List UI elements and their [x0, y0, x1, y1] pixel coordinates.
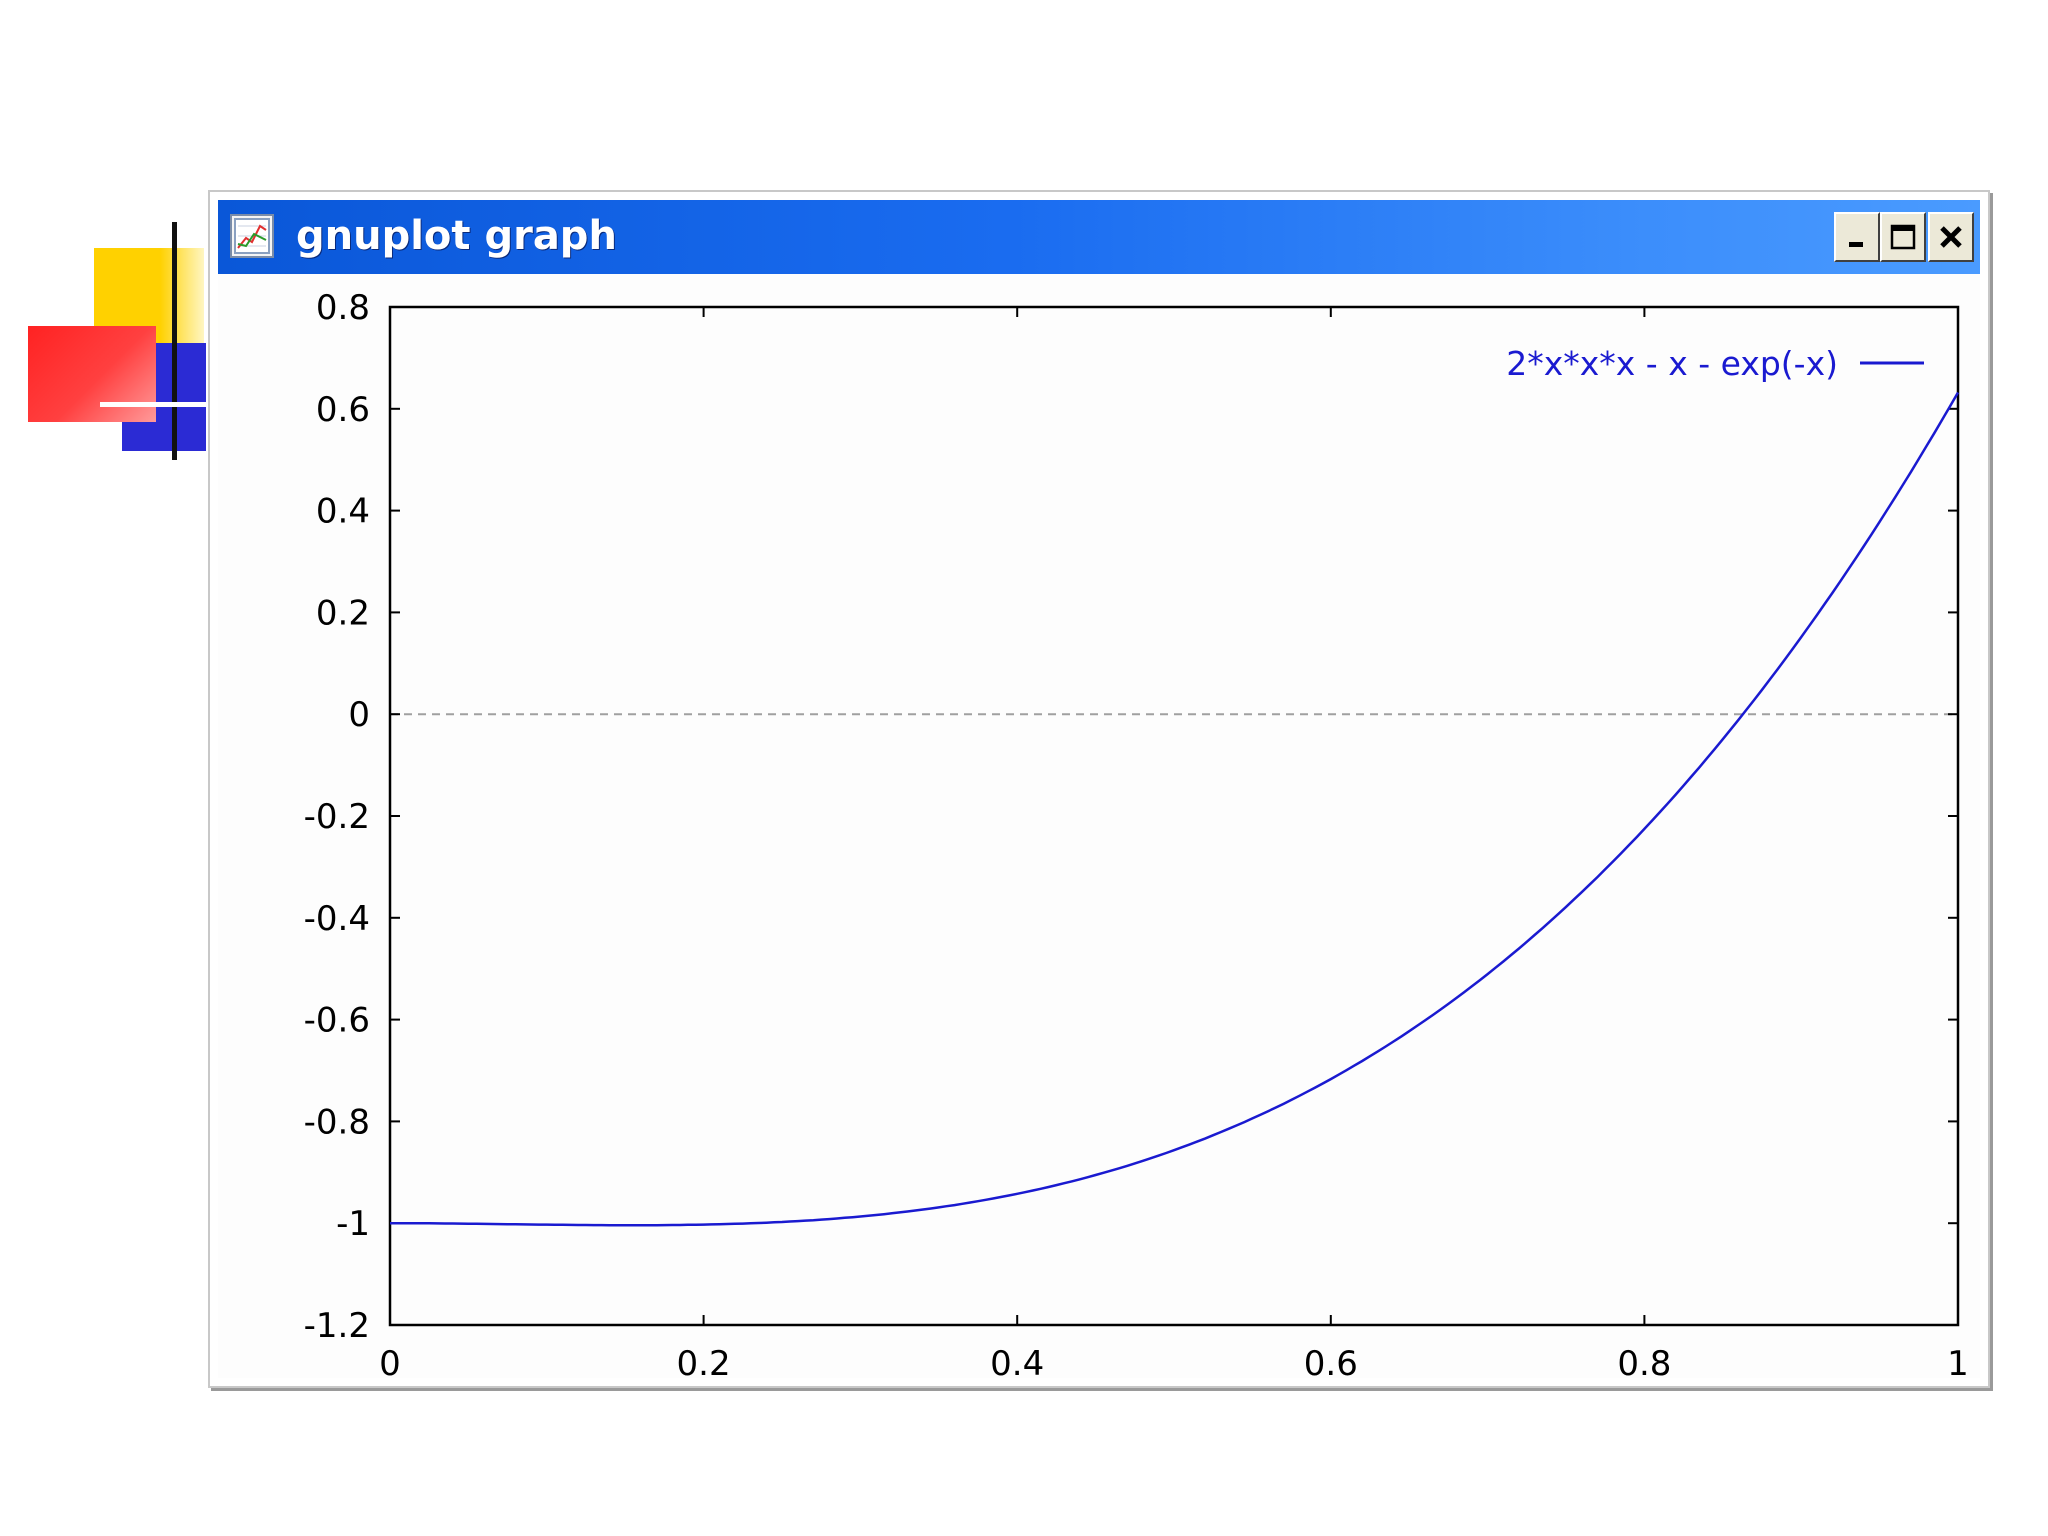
maximize-icon [1890, 224, 1916, 250]
plot-frame [388, 305, 1960, 1327]
y-tick-label: 0.8 [316, 288, 370, 328]
x-tick-label: 0.2 [677, 1344, 731, 1380]
close-icon [1940, 226, 1962, 248]
close-button[interactable] [1928, 212, 1974, 262]
x-tick-label: 0.4 [990, 1344, 1044, 1380]
gnuplot-window: gnuplot graph 0.8 0.6 0.4 0.2 0 -0.2 -0.4 -0.6 -… [208, 190, 1990, 1388]
y-tick-label: -1 [336, 1204, 370, 1244]
gnuplot-app-icon [230, 214, 274, 258]
y-tick-label: 0 [348, 695, 370, 735]
decoration-red-square [28, 326, 156, 422]
decoration-horizontal-line [100, 402, 206, 407]
minimize-icon [1849, 242, 1863, 247]
y-tick-label: 0.4 [316, 492, 370, 532]
x-tick-label: 0 [379, 1344, 401, 1380]
x-tick-label: 0.6 [1304, 1344, 1358, 1380]
title-bar[interactable]: gnuplot graph [218, 200, 1980, 274]
y-tick-label: -1.2 [304, 1306, 370, 1346]
x-tick-label: 0.8 [1617, 1344, 1671, 1380]
line-chart: 0.80.60.40.20-0.2-0.4-0.6-0.8-1-1.20 0.2 0… [304, 288, 1969, 1384]
x-tick-label: 1 [1947, 1344, 1969, 1380]
y-tick-label: 0.2 [316, 593, 370, 633]
y-tick-label: -0.2 [304, 797, 370, 837]
maximize-button[interactable] [1880, 212, 1926, 262]
slide-decoration [0, 0, 210, 480]
y-tick-label: -0.8 [304, 1102, 370, 1142]
y-tick-label: -0.6 [304, 1001, 370, 1041]
y-tick-label: -0.4 [304, 899, 370, 939]
series-line [390, 391, 1960, 1227]
decoration-vertical-line [172, 222, 177, 460]
minimize-button[interactable] [1834, 212, 1880, 262]
window-title: gnuplot graph [296, 213, 617, 259]
y-tick-label: 0.6 [316, 390, 370, 430]
legend-label: 2*x*x*x - x - exp(-x) [1506, 344, 1838, 383]
plot-area: 0.8 0.6 0.4 0.2 0 -0.2 -0.4 -0.6 -0.8 -1 -1.2 0 0.2 0… [218, 274, 1980, 1384]
